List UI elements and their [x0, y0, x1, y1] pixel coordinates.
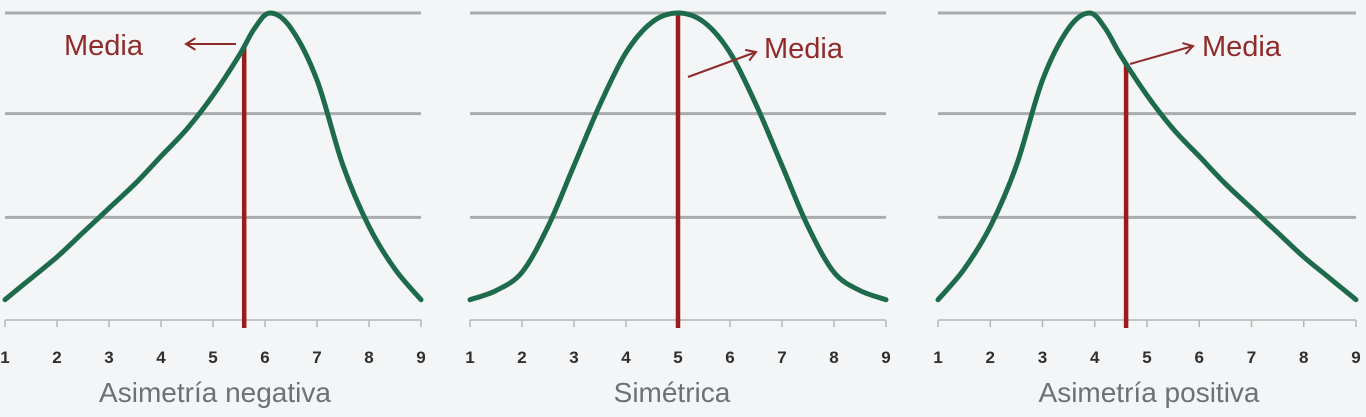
x-tick-label: 6: [260, 348, 269, 367]
x-tick-label: 7: [777, 348, 786, 367]
x-tick-label: 5: [208, 348, 217, 367]
chart-panel-2: 1 2 3 4 5 6 7 8 9 Media Simétrica: [465, 10, 891, 408]
x-tick-label: 8: [829, 348, 838, 367]
chart-caption: Asimetría positiva: [1039, 377, 1260, 408]
density-curve: [2, 10, 424, 303]
x-tick-label: 2: [52, 348, 61, 367]
x-tick-label: 7: [312, 348, 321, 367]
mean-label: Media: [1202, 31, 1282, 63]
density-curve: [935, 10, 1359, 303]
chart-caption: Asimetría negativa: [99, 377, 331, 408]
x-tick-label: 2: [986, 348, 995, 367]
x-tick-label: 3: [1038, 348, 1047, 367]
x-tick-label: 9: [881, 348, 890, 367]
x-tick-label: 4: [156, 348, 166, 367]
x-tick-label: 4: [1090, 348, 1100, 367]
mean-arrowhead-icon: [1182, 42, 1195, 55]
x-tick-label: 4: [621, 348, 631, 367]
mean-arrowhead-icon: [184, 37, 196, 51]
x-tick-label: 1: [0, 348, 9, 367]
x-tick-label: 6: [725, 348, 734, 367]
density-curve: [467, 10, 889, 303]
mean-arrowhead-icon: [745, 48, 758, 62]
x-tick-label: 3: [569, 348, 578, 367]
x-tick-label: 8: [1299, 348, 1308, 367]
x-tick-label: 9: [416, 348, 425, 367]
mean-label: Media: [64, 30, 144, 62]
x-tick-label: 9: [1351, 348, 1360, 367]
x-tick-label: 5: [673, 348, 682, 367]
x-tick-label: 1: [465, 348, 474, 367]
mean-arrow-icon: [1129, 45, 1194, 65]
x-tick-label: 1: [933, 348, 942, 367]
x-tick-label: 7: [1247, 348, 1256, 367]
x-tick-label: 5: [1142, 348, 1151, 367]
mean-label: Media: [764, 33, 844, 65]
x-tick-label: 6: [1195, 348, 1204, 367]
chart-caption: Simétrica: [614, 377, 731, 408]
chart-panel-1: 1 2 3 4 5 6 7 8 9 Media Asimetría negativa: [0, 10, 426, 408]
x-tick-label: 3: [104, 348, 113, 367]
mean-arrow-icon: [687, 51, 757, 78]
x-tick-label: 2: [517, 348, 526, 367]
chart-panel-3: 1 2 3 4 5 6 7 8 9 Media Asimetría positiva: [933, 10, 1361, 408]
x-tick-label: 8: [364, 348, 373, 367]
